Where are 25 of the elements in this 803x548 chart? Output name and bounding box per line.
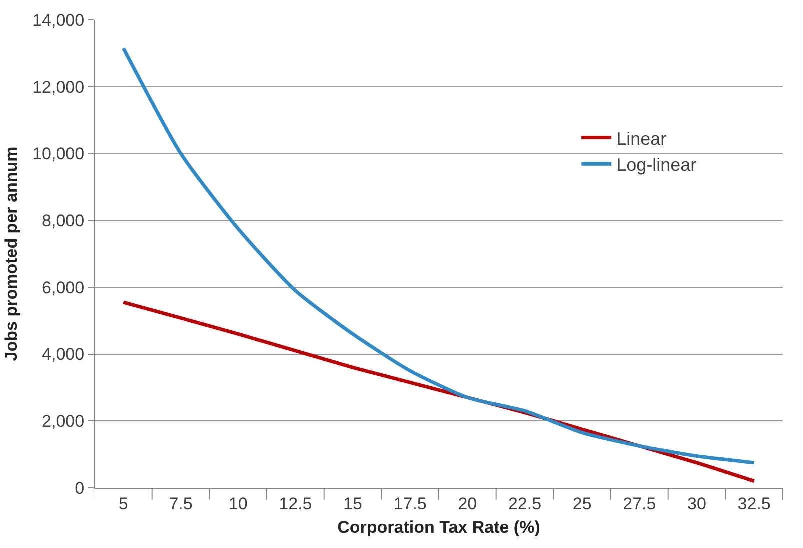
x-tick-label: 5: [118, 494, 128, 514]
x-tick-label: 20: [458, 494, 478, 514]
x-axis-title: Corporation Tax Rate (%): [338, 518, 540, 537]
y-tick-label: 4,000: [42, 345, 85, 364]
legend-label: Linear: [616, 128, 667, 149]
x-tick-label: 30: [688, 494, 706, 514]
line-series: [122, 46, 756, 465]
x-tick-label: 7.5: [169, 494, 193, 514]
y-tick-label: 6,000: [42, 278, 85, 298]
x-tick-label: 32.5: [738, 494, 771, 514]
legend-label: Log-linear: [616, 155, 697, 176]
x-tick-label: 27.5: [623, 494, 656, 514]
x-tick-label: 15: [344, 494, 362, 514]
y-tick-label: 14,000: [32, 10, 85, 30]
y-tick-label: 2,000: [42, 412, 85, 432]
y-axis-title: Jobs promoted per annum: [2, 146, 22, 362]
x-tick-label: 22.5: [508, 494, 542, 514]
x-tick-label: 25: [572, 494, 592, 514]
y-tick-label: 12,000: [32, 78, 85, 97]
y-tick-label: 0: [75, 478, 85, 498]
x-tick-label: 17.5: [394, 494, 427, 514]
x-tick-label: 12.5: [279, 494, 312, 514]
x-tick-label: 10: [228, 494, 248, 514]
y-tick-label: 8,000: [42, 212, 85, 231]
y-tick-label: 10,000: [32, 144, 85, 164]
